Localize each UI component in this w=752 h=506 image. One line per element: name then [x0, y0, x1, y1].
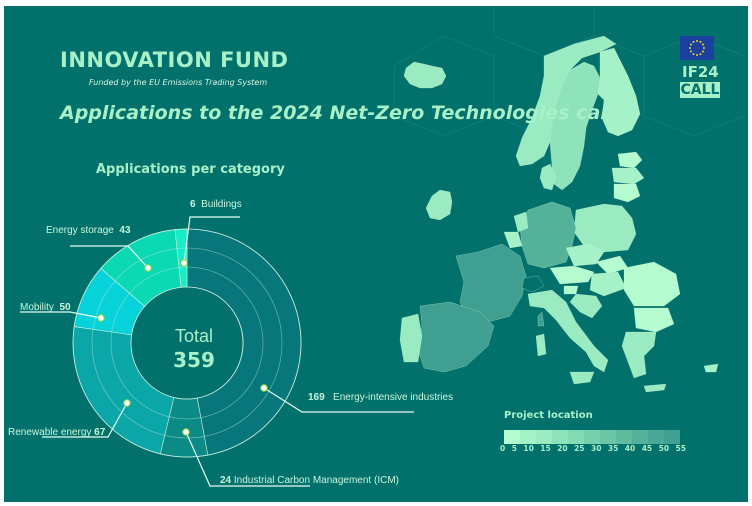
map-france — [455, 243, 527, 323]
tick: 45 — [641, 444, 653, 453]
europe-map — [399, 35, 719, 393]
map-finland — [597, 47, 641, 137]
map-ireland — [425, 189, 453, 221]
map-sicily — [569, 371, 595, 385]
map-romania — [623, 261, 681, 307]
chart-title: Applications per category — [96, 162, 285, 177]
page-title: Applications to the 2024 Net-Zero Techno… — [60, 102, 614, 124]
infographic-panel: INNOVATION FUND Funded by the EU Emissio… — [4, 6, 748, 502]
label-energy-intensive: 169 Energy-intensive industries — [308, 392, 453, 403]
label-icm: 24 Industrial Carbon Management (ICM) — [220, 475, 399, 486]
map-estonia — [617, 151, 643, 169]
tick: 35 — [607, 444, 619, 453]
tick: 40 — [624, 444, 636, 453]
leader-dots — [97, 259, 268, 436]
tick: 30 — [591, 444, 602, 453]
tick: 10 — [523, 444, 534, 453]
tick: 20 — [557, 444, 568, 453]
chart-canvas — [20, 6, 745, 487]
renewable-name: Renewable energy — [8, 427, 92, 438]
map-sweden — [549, 61, 601, 191]
tick: 0 — [500, 444, 506, 453]
label-renewable: Renewable energy 67 — [8, 427, 105, 438]
icm-value: 24 — [220, 475, 232, 486]
map-legend-ticks: 0 5 10 15 20 25 30 35 40 45 50 55 — [500, 444, 686, 453]
map-hungary — [589, 271, 627, 297]
map-croatia — [569, 293, 603, 319]
map-austria — [549, 265, 595, 285]
logo-if24: IF24 — [682, 63, 719, 81]
icm-name: Industrial Carbon Management (ICM) — [233, 475, 399, 486]
map-iceland — [403, 61, 447, 89]
map-netherlands — [513, 211, 529, 233]
buildings-name: Buildings — [201, 199, 242, 210]
mobility-value: 50 — [59, 302, 71, 313]
if24-logo: IF24 CALL — [680, 36, 720, 98]
tick: 15 — [540, 444, 551, 453]
tick: 5 — [511, 444, 517, 453]
map-corsica — [537, 311, 545, 327]
map-slovenia — [563, 285, 579, 295]
map-cyprus — [703, 363, 719, 373]
map-lithuania — [613, 183, 641, 203]
map-italy — [527, 289, 609, 373]
renewable-value: 67 — [94, 427, 106, 438]
logo-call: CALL — [680, 82, 720, 98]
map-czechia — [565, 243, 605, 267]
map-poland — [573, 203, 637, 253]
map-denmark — [539, 163, 557, 191]
map-germany — [519, 201, 577, 269]
map-belgium — [503, 231, 523, 249]
total-label: Total — [174, 326, 214, 346]
storage-name: Energy storage — [46, 225, 114, 236]
brand-title: INNOVATION FUND — [60, 48, 289, 72]
buildings-value: 6 — [190, 199, 196, 210]
mobility-name: Mobility — [20, 302, 54, 313]
map-sardinia — [535, 333, 547, 357]
map-slovakia — [595, 255, 629, 275]
map-crete — [643, 383, 667, 393]
map-greece — [621, 331, 657, 379]
map-bulgaria — [633, 307, 675, 333]
eu-flag-icon — [680, 36, 714, 60]
tick: 50 — [658, 444, 670, 453]
label-energy-storage: Energy storage 43 — [46, 225, 131, 236]
tick: 25 — [574, 444, 585, 453]
leader-lines — [20, 216, 414, 487]
map-switzerland — [521, 275, 545, 293]
brand-subtitle: Funded by the EU Emissions Trading Syste… — [89, 78, 268, 87]
tick: 55 — [675, 444, 686, 453]
eii-value: 169 — [308, 392, 325, 403]
map-legend-title: Project location — [504, 410, 593, 421]
storage-value: 43 — [119, 225, 131, 236]
donut-chart — [72, 228, 302, 458]
label-mobility: Mobility 50 — [20, 302, 71, 313]
map-legend-scale — [504, 430, 680, 444]
label-buildings: 6 Buildings — [190, 199, 242, 210]
eii-name: Energy-intensive industries — [333, 392, 454, 403]
map-portugal — [399, 313, 423, 363]
map-latvia — [611, 167, 645, 185]
total-value: 359 — [173, 348, 215, 372]
